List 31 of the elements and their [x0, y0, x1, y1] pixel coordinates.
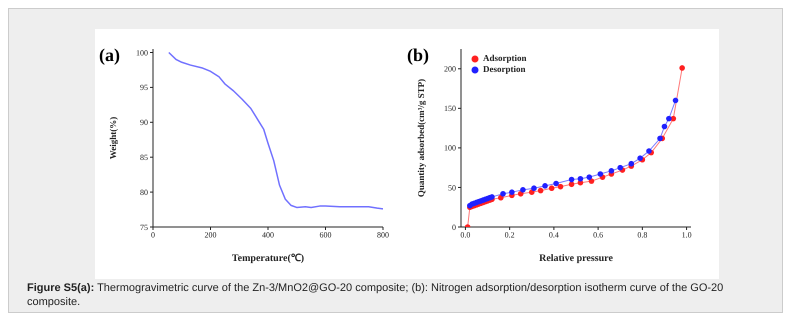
x-tick-label: 400: [262, 230, 274, 240]
y-axis-title: Quantity adsorbed(cm³/g STP): [416, 78, 426, 198]
x-axis-title: Temperature(℃): [232, 253, 304, 264]
y-tick-label: 50: [448, 183, 456, 192]
x-tick-label: 0.2: [504, 230, 515, 240]
legend-label: Desorption: [483, 64, 526, 75]
y-tick-label: 100: [136, 48, 148, 58]
x-tick-label: 800: [377, 230, 389, 240]
x-axis-title: Relative pressure: [539, 253, 614, 264]
y-tick-label: 150: [444, 104, 456, 114]
y-tick-label: 80: [140, 188, 148, 197]
x-tick-label: 0.8: [637, 230, 648, 240]
y-tick-label: 95: [140, 83, 148, 92]
x-tick-label: 600: [320, 230, 332, 240]
y-tick-label: 100: [444, 144, 456, 153]
x-tick-label: 200: [204, 230, 216, 240]
x-tick-label: 1.0: [682, 230, 692, 240]
x-tick-label: 0.4: [548, 230, 559, 240]
x-tick-label: 0.0: [460, 230, 470, 240]
x-tick-label: 0.6: [593, 230, 604, 240]
legend-label: Adsorption: [483, 53, 527, 64]
y-tick-label: 200: [444, 64, 456, 74]
y-tick-label: 90: [140, 118, 148, 128]
y-tick-label: 85: [140, 153, 148, 162]
x-tick-label: 0: [151, 230, 155, 240]
y-tick-label: 0: [452, 222, 456, 232]
y-tick-label: 75: [140, 222, 148, 232]
text: Figure S5(a): Thermogravimetric curve of the Zn-3/MnO2@GO-20 composite; (b): Nitrogen adsorption/desorption isotherm curve of the GO-20 composite.: [27, 282, 724, 308]
chart-title: (a): [99, 45, 120, 66]
chart-title: (b): [407, 45, 429, 66]
y-axis-title: Weight(%): [108, 116, 118, 160]
